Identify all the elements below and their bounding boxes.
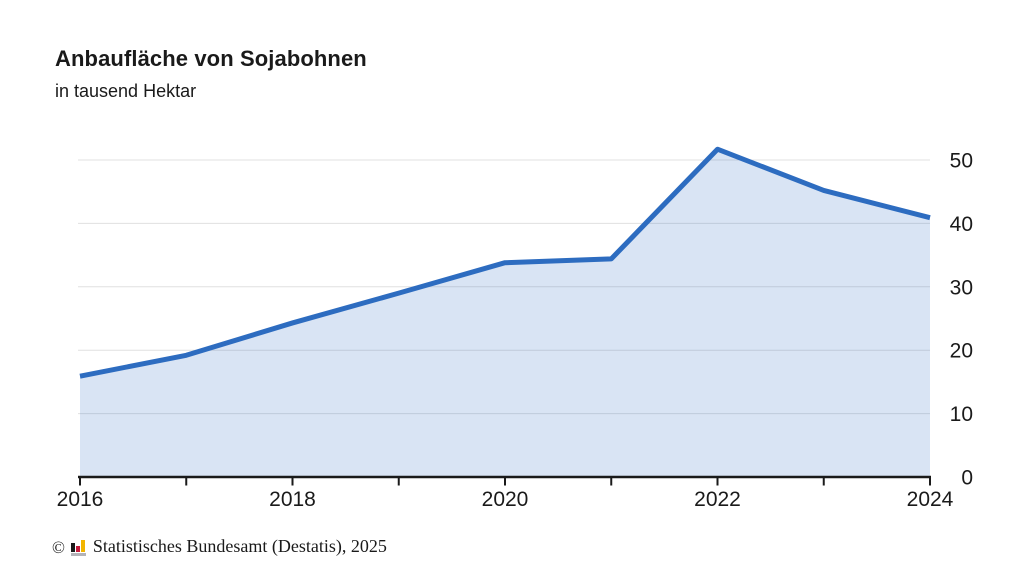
y-axis-label: 10 (950, 403, 973, 426)
destatis-logo-icon (70, 539, 87, 556)
copyright-symbol: © (52, 537, 65, 557)
source-attribution: © Statistisches Bundesamt (Destatis), 20… (52, 536, 387, 557)
x-axis-label: 2018 (269, 488, 316, 511)
series-line (79, 146, 931, 379)
x-axis-label: 2024 (907, 488, 954, 511)
page-title: Anbaufläche von Sojabohnen (55, 46, 367, 71)
y-axis-label: 50 (950, 150, 973, 173)
series-area-fill (80, 149, 930, 478)
x-axis-label: 2022 (694, 488, 741, 511)
y-axis-label: 20 (950, 340, 973, 363)
source-text: Statistisches Bundesamt (Destatis), 2025 (92, 536, 387, 556)
y-axis-label: 40 (950, 213, 973, 236)
y-axis-label: 30 (950, 276, 973, 299)
x-axis-label: 2020 (482, 488, 529, 511)
x-axis-label: 2016 (57, 488, 104, 511)
y-axis-label: 0 (961, 467, 973, 490)
chart-subtitle: in tausend Hektar (55, 81, 197, 101)
